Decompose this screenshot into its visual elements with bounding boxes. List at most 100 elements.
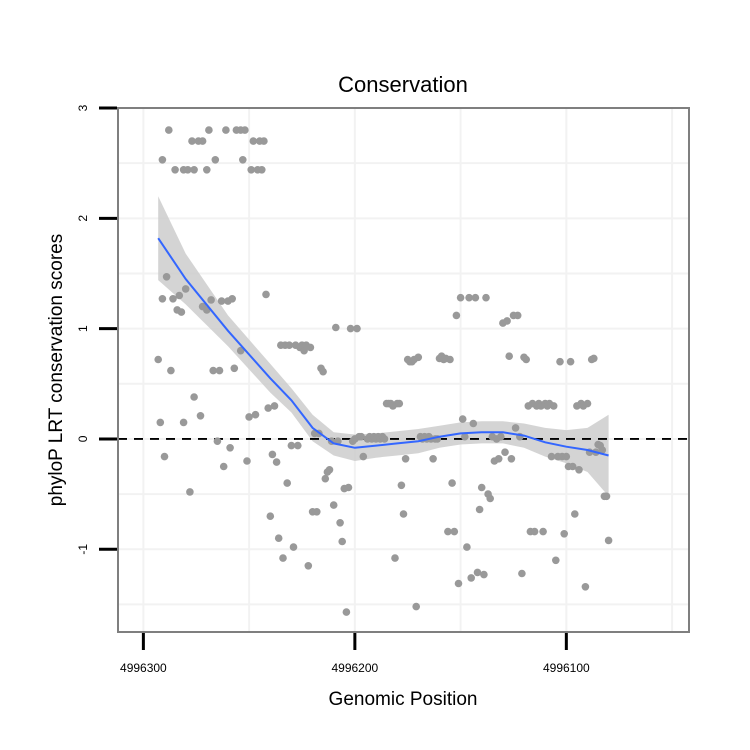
smooth-line-layer [157, 237, 609, 457]
data-point [458, 415, 467, 423]
data-point [154, 355, 162, 364]
x-tick-label: 4996300 [120, 661, 167, 675]
data-point [560, 530, 568, 538]
data-point [196, 412, 205, 420]
data-point [179, 418, 188, 427]
data-point [171, 166, 179, 174]
data-point [571, 510, 579, 518]
panel-border [117, 107, 690, 633]
data-point [213, 437, 222, 446]
data-point [463, 543, 471, 551]
data-point [346, 324, 355, 333]
data-point [452, 311, 461, 320]
data-point [156, 418, 165, 427]
data-point [583, 399, 592, 408]
data-point [412, 602, 421, 611]
y-tick-label: 0 [76, 435, 90, 442]
y-tick-label: -1 [76, 544, 90, 555]
data-point [209, 366, 217, 375]
data-point [262, 290, 270, 299]
data-point [336, 519, 344, 527]
confidence-band [158, 196, 609, 497]
data-point [562, 452, 571, 461]
data-point [169, 295, 177, 303]
data-point [530, 527, 539, 536]
data-point [230, 364, 239, 373]
data-point [332, 323, 340, 332]
data-point [444, 527, 452, 536]
data-point [448, 479, 456, 487]
data-point [186, 488, 194, 496]
data-point [181, 285, 190, 293]
data-point [475, 505, 484, 514]
data-point [190, 166, 198, 174]
data-point [399, 510, 408, 518]
data-point [313, 508, 321, 516]
data-point [401, 455, 410, 463]
data-point [287, 441, 296, 450]
data-point [247, 166, 255, 174]
data-point [219, 462, 228, 471]
data-point [344, 483, 353, 492]
data-point [494, 455, 503, 463]
data-point [319, 367, 327, 376]
scatter-points [154, 126, 613, 616]
data-point [471, 293, 480, 302]
data-point [241, 126, 249, 134]
data-point [251, 410, 260, 419]
data-point [228, 295, 236, 303]
data-point [467, 574, 476, 582]
data-point [461, 432, 469, 441]
data-point [190, 393, 198, 401]
data-point [477, 483, 486, 492]
data-point [482, 293, 490, 302]
data-point [395, 399, 404, 408]
data-point [566, 357, 575, 366]
data-point [217, 297, 226, 305]
data-point [285, 341, 294, 350]
data-point [321, 474, 330, 483]
data-point [450, 527, 459, 536]
data-point [414, 353, 423, 362]
smooth-line [157, 237, 609, 457]
data-point [205, 126, 213, 134]
data-point [198, 137, 207, 145]
data-point [446, 355, 454, 364]
data-point [207, 296, 215, 304]
data-point [549, 402, 558, 410]
data-point [391, 554, 399, 562]
data-point [329, 501, 338, 509]
data-point [505, 352, 513, 361]
data-point [266, 512, 275, 520]
y-axis-title: phyloP LRT conservation scores [46, 234, 67, 507]
data-point [380, 435, 389, 443]
data-point [353, 324, 361, 333]
data-point [306, 343, 315, 352]
data-point [236, 346, 245, 355]
data-point [503, 317, 511, 325]
data-point [480, 570, 488, 579]
data-point [239, 156, 247, 164]
x-tick-label: 4996200 [331, 661, 378, 675]
data-point [158, 295, 167, 303]
data-point [486, 494, 495, 503]
data-point [497, 432, 505, 441]
data-point [289, 543, 298, 551]
data-point [167, 366, 175, 375]
data-point [264, 404, 273, 412]
data-point [294, 441, 302, 450]
data-point [188, 137, 196, 145]
grid [118, 107, 689, 632]
data-point [249, 137, 258, 145]
data-point [226, 444, 234, 452]
data-point [552, 556, 560, 565]
data-point [222, 126, 230, 134]
data-point [165, 126, 173, 134]
data-point [511, 424, 520, 432]
data-point [215, 366, 224, 375]
data-point [539, 527, 547, 536]
data-point [581, 583, 590, 591]
data-point [279, 554, 287, 562]
data-point [397, 481, 406, 490]
